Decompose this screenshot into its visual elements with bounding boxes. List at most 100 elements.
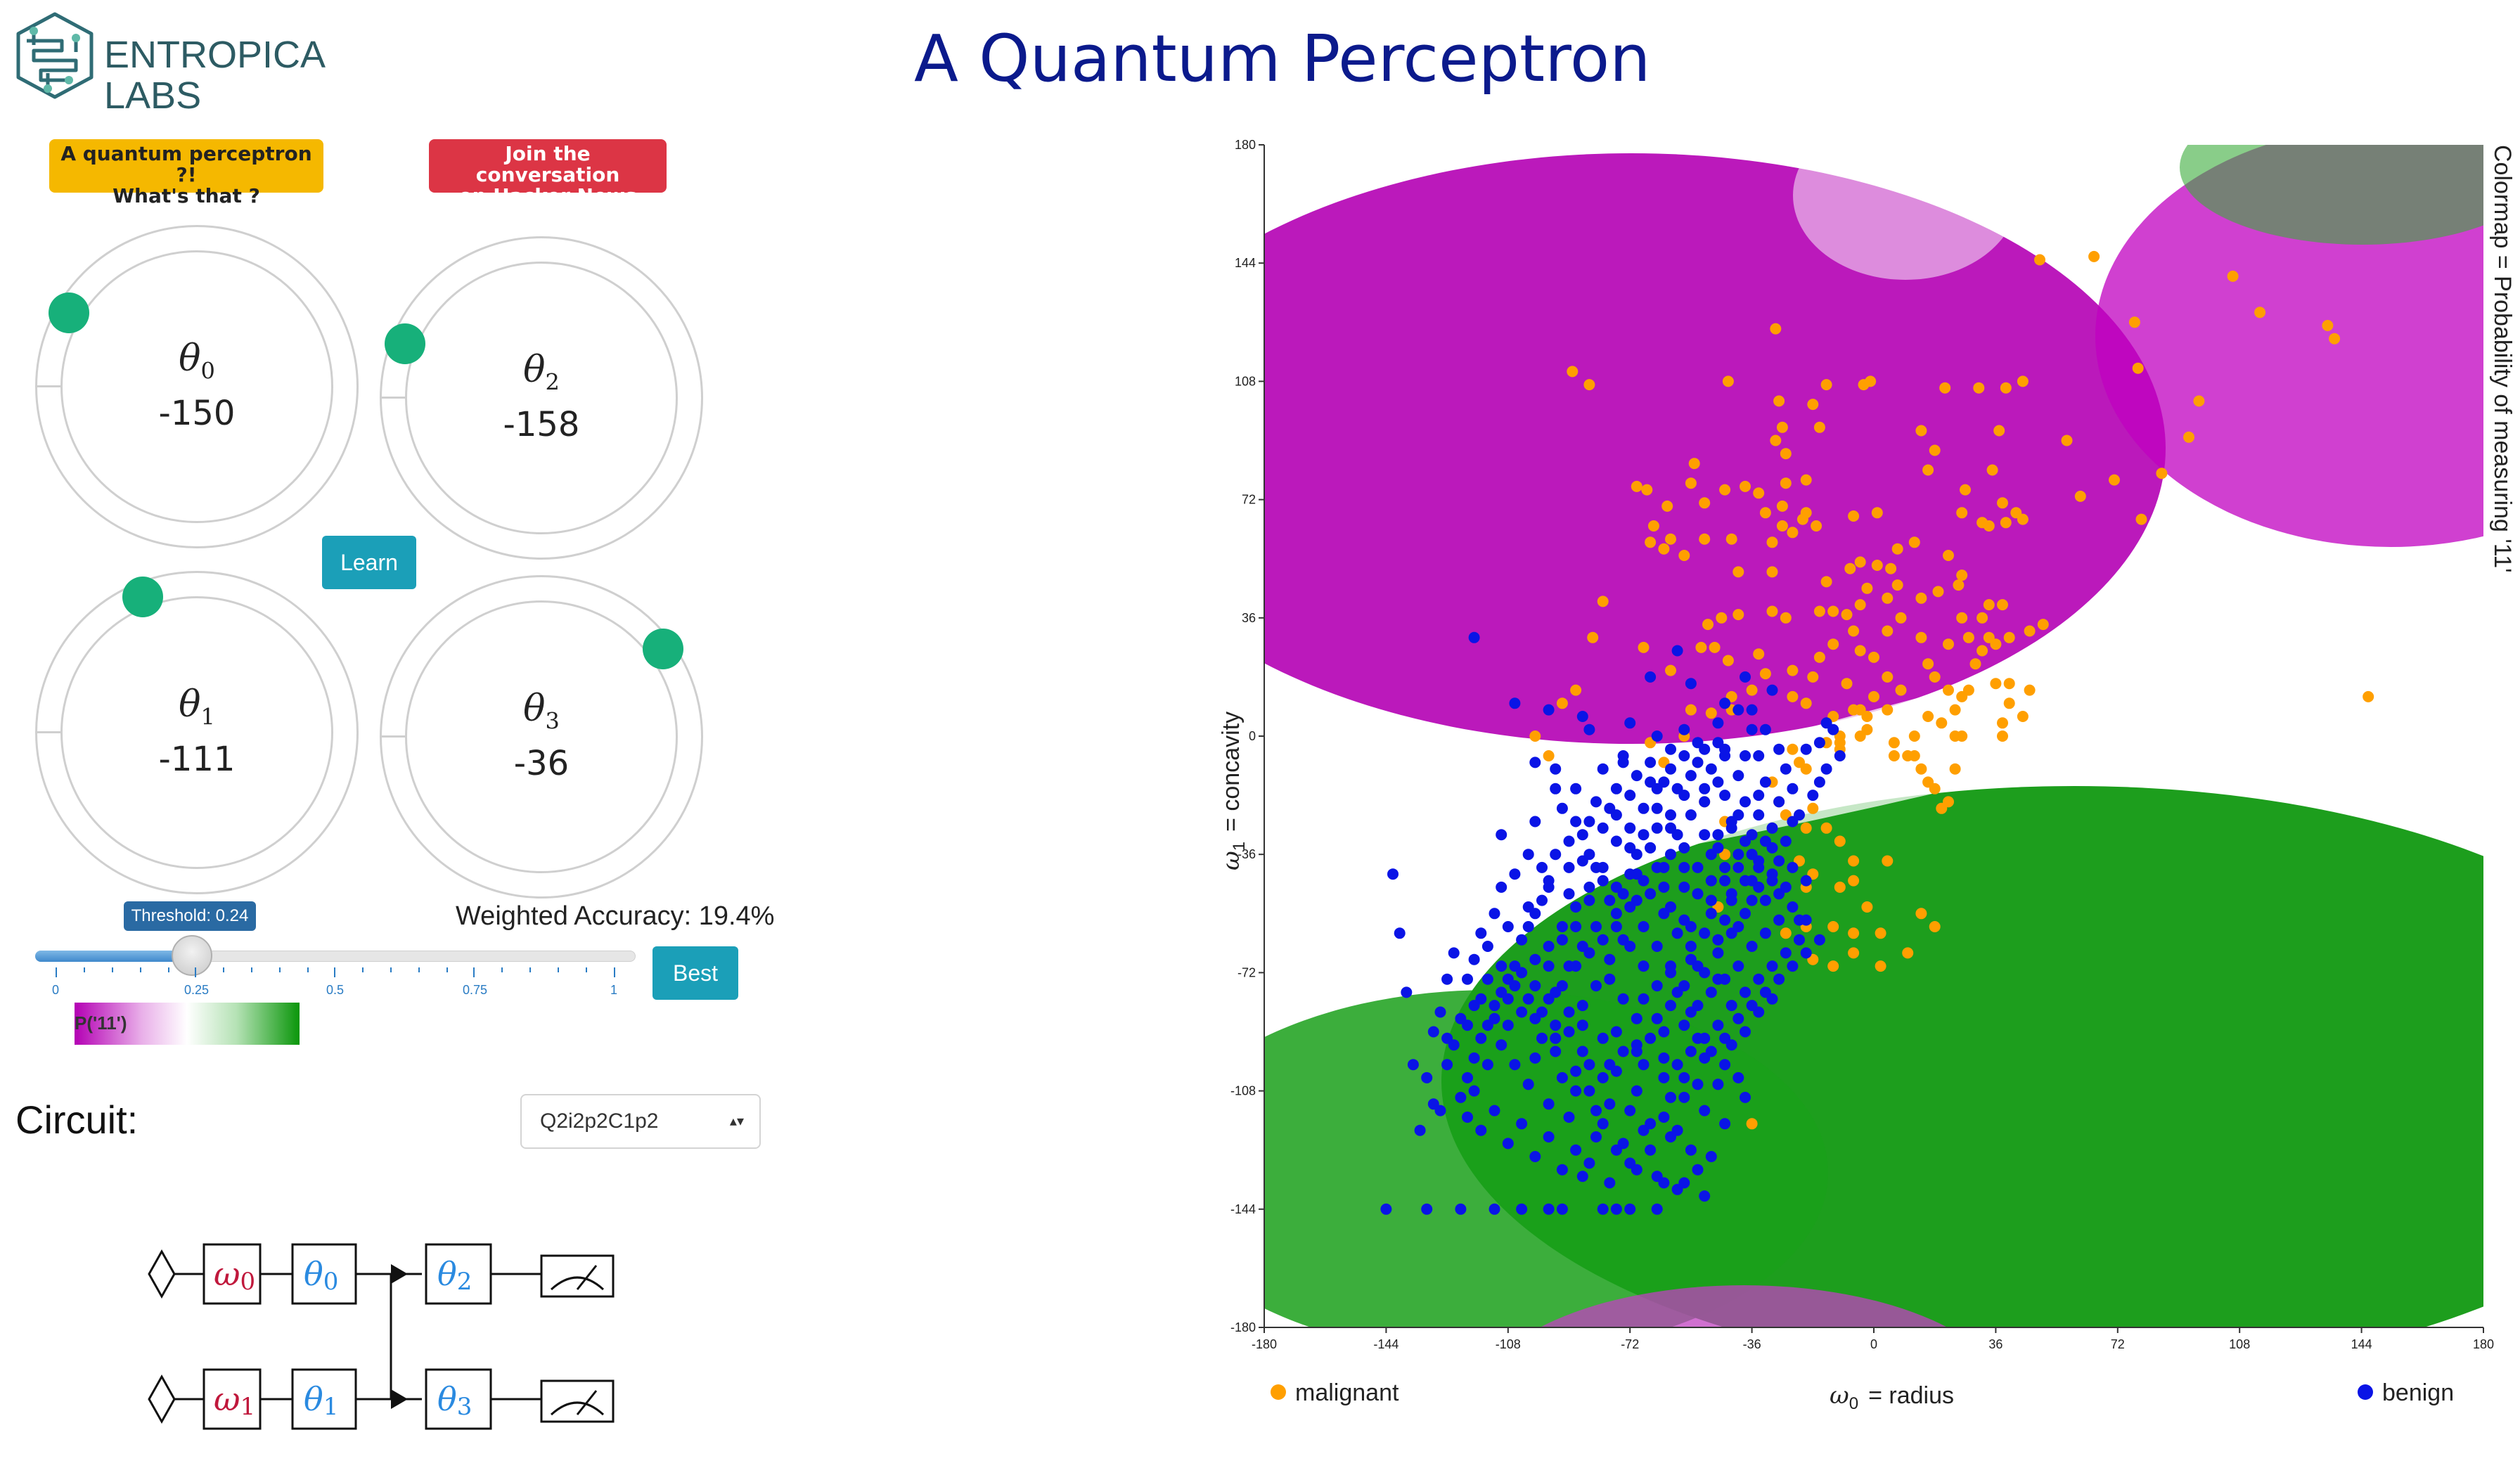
benign-point	[1753, 809, 1765, 821]
benign-point	[1766, 684, 1778, 696]
best-button[interactable]: Best	[652, 946, 738, 1000]
benign-point	[1529, 1052, 1541, 1064]
dial-knob[interactable]	[385, 323, 425, 364]
malignant-point	[1888, 737, 1900, 749]
gate-theta-2-label: θ2	[437, 1255, 472, 1296]
benign-point	[1604, 973, 1616, 985]
benign-point	[1740, 1091, 1751, 1103]
benign-point	[1753, 790, 1765, 802]
malignant-point	[2074, 490, 2086, 502]
circuit-select[interactable]: Q2i2p2C1p2 ▴▾	[520, 1094, 761, 1149]
benign-point	[1462, 1071, 1473, 1083]
malignant-point	[1997, 497, 2008, 509]
malignant-point	[1820, 379, 1832, 391]
benign-point	[1746, 941, 1758, 952]
benign-point	[1441, 1059, 1453, 1071]
benign-point	[1638, 875, 1650, 887]
malignant-point	[1645, 536, 1657, 548]
threshold-slider[interactable]	[35, 935, 636, 976]
malignant-point	[1583, 379, 1595, 391]
learn-button[interactable]: Learn	[322, 536, 416, 589]
benign-point	[1671, 1059, 1683, 1071]
probability-colorbar: P('11')	[75, 1003, 300, 1045]
malignant-point	[1776, 520, 1788, 532]
benign-point	[1610, 908, 1622, 920]
malignant-point	[1882, 671, 1894, 683]
logo-line2: LABS	[104, 75, 202, 117]
benign-point	[1780, 763, 1792, 775]
dial-value: -36	[513, 744, 570, 783]
benign-point	[1651, 1012, 1663, 1024]
dial-knob[interactable]	[643, 629, 683, 669]
dial-theta-0[interactable]: θ0 -150	[35, 225, 359, 548]
benign-point	[1699, 1032, 1711, 1044]
malignant-point	[1529, 730, 1541, 742]
benign-point	[1380, 1203, 1392, 1215]
gate-theta-1-label: θ1	[304, 1380, 338, 1421]
benign-point	[1665, 1091, 1676, 1103]
malignant-point	[1780, 477, 1792, 489]
malignant-point	[1705, 707, 1717, 719]
benign-point	[1550, 783, 1562, 794]
dial-knob[interactable]	[122, 577, 163, 617]
dial-theta-1[interactable]: θ1 -111	[35, 571, 359, 894]
malignant-point	[1732, 566, 1744, 578]
slider-ticks: 0 0.25 0.5 0.75 1	[52, 967, 617, 997]
benign-point	[1658, 1026, 1670, 1038]
benign-point	[1651, 822, 1663, 834]
malignant-point	[2017, 375, 2029, 387]
benign-point	[1692, 960, 1704, 972]
benign-point	[1638, 1124, 1650, 1136]
benign-point	[1813, 776, 1825, 788]
dial-knob[interactable]	[49, 292, 89, 333]
info-badge-button[interactable]: A quantum perceptron ?! What's that ?	[49, 139, 323, 207]
malignant-point	[1678, 550, 1690, 561]
benign-point	[1732, 1071, 1744, 1083]
benign-point	[1712, 973, 1724, 985]
malignant-point	[2024, 684, 2036, 696]
malignant-point	[1848, 927, 1860, 939]
benign-point	[1692, 1079, 1704, 1090]
benign-point	[1576, 1045, 1588, 1057]
dial-value: -150	[158, 394, 236, 433]
hacker-news-button[interactable]: Join the conversation on Hacker News	[429, 139, 667, 207]
malignant-point	[1800, 474, 1812, 486]
malignant-point	[1811, 520, 1822, 532]
malignant-point	[1844, 562, 1856, 574]
benign-point	[1576, 855, 1588, 867]
malignant-point	[2156, 468, 2168, 480]
benign-point	[1522, 849, 1534, 861]
slider-handle[interactable]	[172, 935, 212, 976]
benign-point	[1522, 901, 1534, 913]
benign-point	[1712, 717, 1724, 729]
colorbar-label: P('11')	[75, 1012, 127, 1034]
malignant-point	[1858, 379, 1870, 391]
malignant-point	[1834, 881, 1846, 893]
malignant-point	[1699, 533, 1711, 545]
benign-point	[1529, 1151, 1541, 1162]
malignant-point	[1953, 579, 1965, 591]
benign-point	[1522, 921, 1534, 932]
benign-point	[1475, 1032, 1487, 1044]
legend-malignant-marker	[1271, 1384, 1286, 1400]
benign-point	[1597, 1071, 1609, 1083]
benign-point	[1455, 1203, 1467, 1215]
dial-theta-2[interactable]: θ2 -158	[380, 236, 703, 560]
benign-point	[1719, 875, 1731, 887]
dial-inner-ring	[60, 250, 333, 523]
benign-point	[1455, 1012, 1467, 1024]
malignant-point	[1807, 399, 1819, 411]
malignant-point	[1969, 658, 1981, 670]
benign-point	[1434, 1006, 1446, 1018]
malignant-point	[1922, 711, 1934, 722]
malignant-point	[1766, 536, 1778, 548]
malignant-point	[1841, 678, 1853, 690]
dial-theta-3[interactable]: θ3 -36	[380, 575, 703, 899]
benign-point	[1732, 704, 1744, 716]
malignant-point	[2017, 711, 2029, 722]
benign-point	[1468, 631, 1480, 643]
benign-point	[1759, 894, 1771, 906]
gate-theta-3-label: θ3	[437, 1380, 472, 1421]
benign-point	[1671, 1183, 1683, 1195]
malignant-point	[1936, 717, 1948, 729]
